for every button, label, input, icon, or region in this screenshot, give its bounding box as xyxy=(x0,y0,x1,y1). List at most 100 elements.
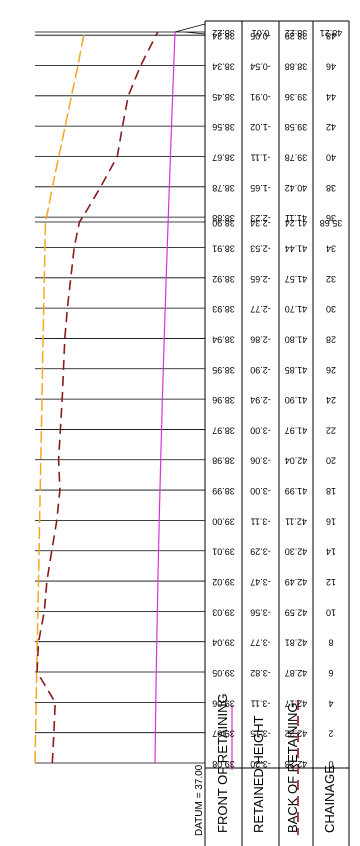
cell-chain: 8 xyxy=(328,638,333,648)
cell-chain: 36 xyxy=(326,213,336,223)
cell-chain: 4 xyxy=(328,698,333,708)
cell-chain: 6 xyxy=(328,668,333,678)
back-header: BACK OF RETAINING xyxy=(285,703,300,834)
cell-chain: 18 xyxy=(326,486,336,496)
height-header: RETAINED HEIGHT xyxy=(251,716,266,834)
centre-line xyxy=(155,32,175,763)
cell-height: -0.91 xyxy=(250,92,271,102)
cell-front: 38.95 xyxy=(212,365,235,375)
cell-chain: 32 xyxy=(326,274,336,284)
front-header: FRONT OF RETAINING xyxy=(215,693,230,833)
cell-chain: 48.21 xyxy=(320,28,343,38)
table-values: 39.08 -3.20 42.28 0 39.07 -3.15 42.22 2 39.06 -3.… xyxy=(212,28,342,769)
cell-height: -3.11 xyxy=(251,698,271,708)
cell-back: 41.57 xyxy=(285,274,308,284)
cell-back: 42.04 xyxy=(285,456,308,466)
cell-front: 39.00 xyxy=(212,516,235,526)
cell-back: 41.44 xyxy=(285,243,308,253)
cell-back: 41.90 xyxy=(285,395,308,405)
cell-front: 38.78 xyxy=(212,183,235,193)
cell-height: -2.23 xyxy=(250,213,271,223)
cell-back: 39.78 xyxy=(285,152,308,162)
cell-front: 38.91 xyxy=(212,243,235,253)
cell-front: 38.99 xyxy=(212,486,235,496)
cell-height: -3.56 xyxy=(250,607,271,617)
cell-back: 39.36 xyxy=(285,92,308,102)
cell-back: 41.11 xyxy=(285,213,307,223)
chainage-header: CHAINAGE xyxy=(322,765,337,833)
cell-front: 38.93 xyxy=(212,304,235,314)
cell-back: 41.99 xyxy=(285,486,308,496)
cell-height: -2.53 xyxy=(250,243,271,253)
cell-chain: 24 xyxy=(326,395,336,405)
leader-line xyxy=(175,24,205,32)
cell-front: 39.05 xyxy=(212,668,235,678)
cell-back: 40.42 xyxy=(285,183,308,193)
cell-back: 41.70 xyxy=(285,304,308,314)
wall-profile-lines xyxy=(35,24,205,763)
front-of-retaining-line xyxy=(35,32,85,763)
cell-chain: 20 xyxy=(326,456,336,466)
cell-height: -3.11 xyxy=(251,516,271,526)
cell-back: 42.87 xyxy=(285,668,308,678)
cell-height: -3.06 xyxy=(250,456,271,466)
cell-chain: 16 xyxy=(326,516,336,526)
cell-chain: 22 xyxy=(326,425,336,435)
cell-back: 41.85 xyxy=(285,365,308,375)
cell-front: 39.01 xyxy=(212,547,235,557)
cell-height: -0.54 xyxy=(250,62,271,72)
cell-chain: 26 xyxy=(326,365,336,375)
cell-back: 42.11 xyxy=(285,516,307,526)
cell-front: 39.04 xyxy=(212,638,235,648)
cell-back: 42.49 xyxy=(285,577,308,587)
cell-front: 39.03 xyxy=(212,607,235,617)
cell-front: 38.98 xyxy=(212,456,235,466)
cell-height: -2.94 xyxy=(250,395,271,405)
cell-chain: 30 xyxy=(326,304,336,314)
cell-height: -2.86 xyxy=(250,334,271,344)
cell-height: -3.00 xyxy=(250,486,271,496)
cell-chain: 14 xyxy=(326,547,336,557)
cell-back: 42.59 xyxy=(285,607,308,617)
cell-back: 39.58 xyxy=(285,122,308,132)
cell-height: -1.11 xyxy=(251,152,271,162)
cell-back: 38.88 xyxy=(285,62,308,72)
cell-height: -1.02 xyxy=(250,122,271,132)
cell-chain: 28 xyxy=(326,334,336,344)
cell-chain: 40 xyxy=(326,152,336,162)
cell-height: -2.90 xyxy=(250,365,271,375)
cell-chain: 42 xyxy=(326,122,336,132)
cell-chain: 44 xyxy=(326,92,336,102)
cell-front: 38.22 xyxy=(212,28,235,38)
cell-height: -3.77 xyxy=(250,638,271,648)
cell-height: -3.82 xyxy=(250,668,271,678)
cell-back: 42.30 xyxy=(285,547,308,557)
cell-front: 38.96 xyxy=(212,395,235,405)
cell-back: 42.81 xyxy=(285,638,308,648)
cell-front: 38.45 xyxy=(212,92,235,102)
cell-chain: 12 xyxy=(326,577,336,587)
cell-height: -3.47 xyxy=(250,577,271,587)
cell-front: 38.88 xyxy=(212,213,235,223)
cell-front: 38.34 xyxy=(212,62,235,72)
cell-height: -2.65 xyxy=(250,274,271,284)
cell-front: 38.94 xyxy=(212,334,235,344)
cell-front: 38.56 xyxy=(212,122,235,132)
cell-height: -3.00 xyxy=(250,425,271,435)
cell-chain: 38 xyxy=(326,183,336,193)
cell-chain: 34 xyxy=(326,243,336,253)
cell-front: 39.02 xyxy=(212,577,235,587)
back-of-retaining-line xyxy=(37,32,158,763)
cell-height: 0.01 xyxy=(252,28,270,38)
cell-front: 38.67 xyxy=(212,152,235,162)
cell-chain: 2 xyxy=(328,729,333,739)
cell-height: -1.65 xyxy=(250,183,271,193)
cell-back: 41.97 xyxy=(285,425,308,435)
cell-height: -3.29 xyxy=(250,547,271,557)
cell-back: 38.22 xyxy=(285,28,308,38)
cell-chain: 46 xyxy=(326,62,336,72)
cell-height: -2.77 xyxy=(250,304,271,314)
datum-label: DATUM = 37.00 xyxy=(194,765,205,836)
cell-front: 38.92 xyxy=(212,274,235,284)
